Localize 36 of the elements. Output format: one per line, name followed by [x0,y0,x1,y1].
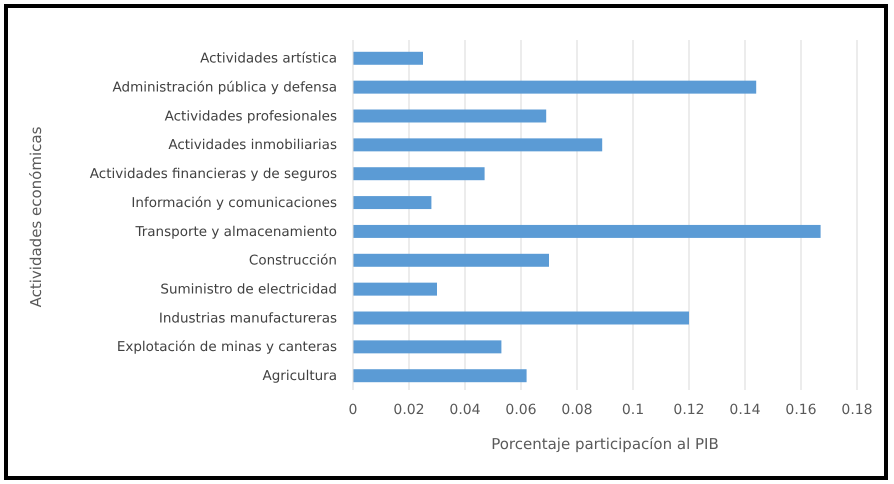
bar [353,369,527,382]
bar [353,196,432,210]
bar [353,167,485,180]
y-tick-label: Actividades financieras y de seguros [90,166,337,182]
bar [353,138,602,152]
x-tick-label: 0.16 [785,402,817,418]
y-tick-label: Actividades artística [200,50,337,67]
y-tick-label: Explotación de minas y canteras [116,339,337,356]
y-tick-label: Actividades inmobiliarias [168,137,337,154]
x-tick-label: 0 [348,402,358,418]
bar [353,282,437,296]
x-axis-title: Porcentaje participacíon al PIB [491,435,719,453]
bar [353,254,549,267]
y-tick-label: Transporte y almacenamiento [134,224,337,240]
x-tick-label: 0.14 [729,402,761,418]
bar [353,340,502,354]
x-tick-label: 0.02 [393,402,425,418]
y-tick-label: Construcción [248,252,337,269]
y-tick-label: Industrias manufactureras [158,310,337,326]
bar [353,110,546,122]
x-tick-label: 0.06 [505,402,537,418]
y-tick-label: Actividades profesionales [164,108,337,124]
x-tick-label: 0.08 [561,402,593,418]
x-tick-label: 0.12 [673,402,705,418]
x-tick-label: 0.1 [622,402,644,418]
x-tick-label: 0.04 [449,402,481,418]
y-tick-label: Información y comunicaciones [131,194,337,211]
bar [353,52,423,65]
x-tick-label: 0.18 [841,402,873,418]
y-tick-label: Agricultura [262,368,337,384]
bar [353,312,689,324]
y-tick-label: Suministro de electricidad [160,281,337,298]
bar [353,80,756,94]
y-axis-title: Actividades económicas [27,126,45,308]
y-tick-label: Administración pública y defensa [112,79,337,96]
bar [353,224,821,238]
